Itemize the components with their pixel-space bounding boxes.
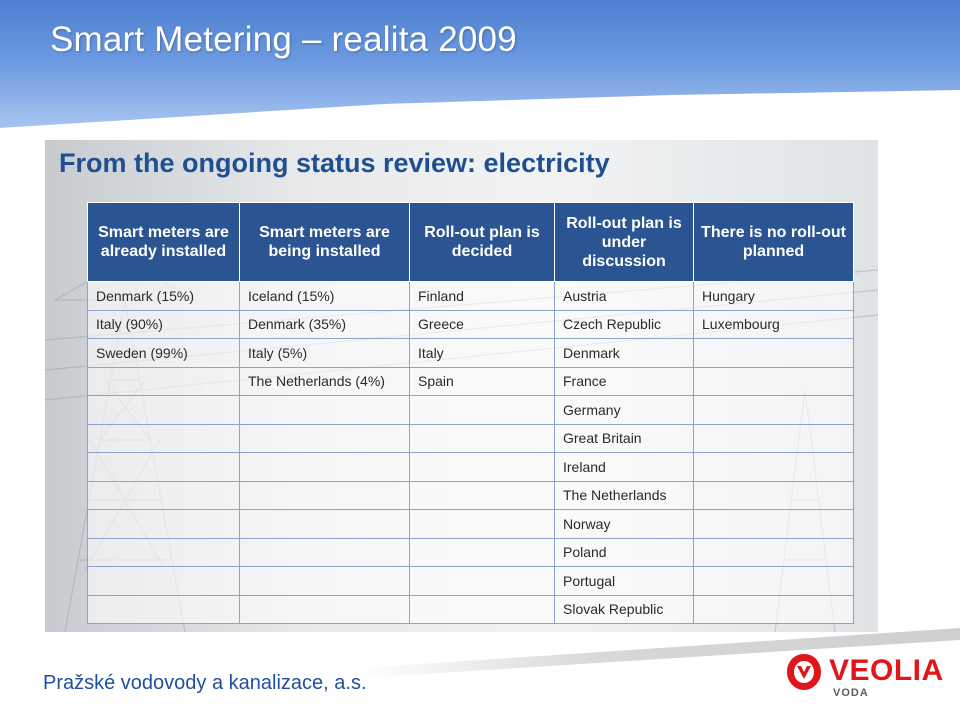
table-cell: Denmark	[554, 338, 694, 368]
table-cell	[693, 452, 854, 482]
table-cell: Czech Republic	[554, 309, 694, 339]
table-cell	[239, 537, 410, 567]
table-row: Slovak Republic	[87, 594, 854, 624]
table-cell: The Netherlands (4%)	[239, 366, 410, 396]
table-cell	[693, 395, 854, 425]
table-cell	[239, 423, 410, 453]
table-row: Sweden (99%) Italy (5%) Italy Denmark	[87, 338, 854, 368]
table-cell	[239, 509, 410, 539]
table-cell	[87, 594, 240, 624]
table-cell	[87, 480, 240, 510]
table-cell	[87, 423, 240, 453]
table-cell	[87, 452, 240, 482]
table-cell	[239, 395, 410, 425]
table-cell: Italy (5%)	[239, 338, 410, 368]
table-cell	[693, 338, 854, 368]
table-row: Portugal	[87, 566, 854, 596]
table-cell: Poland	[554, 537, 694, 567]
table-cell: Spain	[409, 366, 555, 396]
logo-wordmark: VEOLIA	[829, 654, 944, 687]
veolia-logo-icon	[787, 654, 821, 690]
table-cell	[87, 395, 240, 425]
table-cell: Slovak Republic	[554, 594, 694, 624]
table-cell	[87, 366, 240, 396]
table-cell: Sweden (99%)	[87, 338, 240, 368]
table-row: Great Britain	[87, 423, 854, 453]
table-cell: Iceland (15%)	[239, 281, 410, 311]
column-header: Roll-out plan is decided	[409, 202, 555, 282]
table-cell: Norway	[554, 509, 694, 539]
table-cell: Germany	[554, 395, 694, 425]
table-cell	[693, 537, 854, 567]
column-header: Smart meters are already installed	[87, 202, 240, 282]
table-cell: Italy	[409, 338, 555, 368]
table-body: Denmark (15%) Iceland (15%) Finland Austria…	[87, 281, 854, 624]
table-cell	[87, 566, 240, 596]
table-cell: Ireland	[554, 452, 694, 482]
table-cell: Austria	[554, 281, 694, 311]
table-cell: Denmark (35%)	[239, 309, 410, 339]
table-cell	[693, 480, 854, 510]
table-cell: Greece	[409, 309, 555, 339]
table-cell	[409, 423, 555, 453]
table-row: Italy (90%) Denmark (35%) Greece Czech Repu…	[87, 309, 854, 339]
table-cell: France	[554, 366, 694, 396]
table-cell	[239, 452, 410, 482]
table-header-row: Smart meters are already installed Smart…	[87, 202, 854, 282]
table-cell: Denmark (15%)	[87, 281, 240, 311]
table-cell: Hungary	[693, 281, 854, 311]
table-row: Denmark (15%) Iceland (15%) Finland Austria…	[87, 281, 854, 311]
table-cell: Great Britain	[554, 423, 694, 453]
table-row: Ireland	[87, 452, 854, 482]
table-cell	[693, 366, 854, 396]
table-row: The Netherlands	[87, 480, 854, 510]
table-row: Germany	[87, 395, 854, 425]
table-cell	[409, 509, 555, 539]
column-header: Roll-out plan is under discussion	[554, 202, 694, 282]
column-header: Smart meters are being installed	[239, 202, 410, 282]
table-cell	[693, 509, 854, 539]
table-cell	[693, 423, 854, 453]
table-cell	[409, 566, 555, 596]
table-cell	[409, 395, 555, 425]
table-cell: Portugal	[554, 566, 694, 596]
column-header: There is no roll-out planned	[693, 202, 854, 282]
table-cell	[409, 537, 555, 567]
table-cell: The Netherlands	[554, 480, 694, 510]
table-cell	[409, 594, 555, 624]
table-cell	[239, 594, 410, 624]
table-cell	[239, 566, 410, 596]
table-cell	[87, 509, 240, 539]
table-cell	[693, 594, 854, 624]
table-cell: Luxembourg	[693, 309, 854, 339]
panel-heading: From the ongoing status review: electric…	[59, 148, 610, 178]
table-cell	[239, 480, 410, 510]
table-row: Norway	[87, 509, 854, 539]
logo-subtitle: VODA	[833, 687, 869, 699]
company-name: Pražské vodovody a kanalizace, a.s.	[43, 672, 367, 694]
status-table: Smart meters are already installed Smart…	[87, 202, 854, 624]
table-cell: Italy (90%)	[87, 309, 240, 339]
veolia-logo: VEOLIA VODA	[785, 652, 943, 702]
page-title: Smart Metering – realita 2009	[50, 20, 517, 59]
table-row: Poland	[87, 537, 854, 567]
table-cell	[87, 537, 240, 567]
table-row: The Netherlands (4%) Spain France	[87, 366, 854, 396]
table-cell	[693, 566, 854, 596]
table-cell	[409, 480, 555, 510]
table-cell: Finland	[409, 281, 555, 311]
slide-image-panel: From the ongoing status review: electric…	[45, 140, 878, 632]
table-cell	[409, 452, 555, 482]
